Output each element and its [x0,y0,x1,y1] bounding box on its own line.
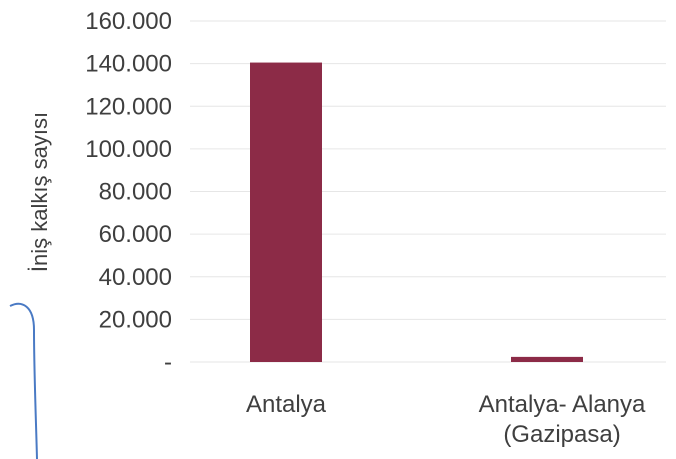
y-tick-label: - [164,349,172,376]
y-tick-label: 120.000 [85,93,172,120]
y-tick-label: 80.000 [99,179,172,206]
y-axis-label: İniş kalkış sayısı [27,112,52,272]
y-tick-label: 40.000 [99,264,172,291]
x-category-label: Antalya [246,391,327,418]
bar [511,356,583,362]
y-tick-label: 100.000 [85,136,172,163]
y-tick-label: 140.000 [85,51,172,78]
y-tick-label: 160.000 [85,8,172,35]
bar [250,62,322,362]
bars [250,62,583,362]
x-axis-categories: Antalya Antalya- Alanya (Gazipasa) [246,391,646,448]
y-tick-label: 60.000 [99,221,172,248]
y-tick-label: 20.000 [99,306,172,333]
pen-stroke-mark [9,302,38,459]
y-axis-ticks: - 20.000 40.000 60.000 80.000 100.000 120.000 1… [85,8,172,376]
x-category-label: Antalya- Alanya (Gazipasa) [479,391,646,448]
